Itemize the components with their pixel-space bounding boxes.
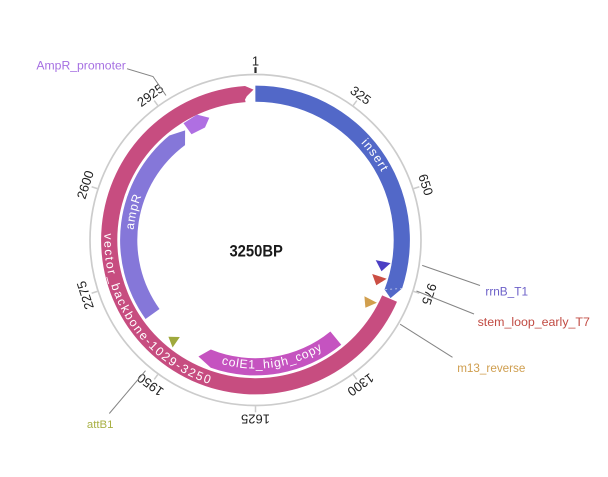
svg-text:3250BP: 3250BP xyxy=(229,241,283,260)
svg-text:m13_reverse: m13_reverse xyxy=(457,362,525,375)
svg-text:975: 975 xyxy=(419,281,440,306)
svg-text:1625: 1625 xyxy=(241,412,270,427)
svg-text:1: 1 xyxy=(252,54,259,69)
svg-text:AmpR_promoter: AmpR_promoter xyxy=(36,58,125,72)
svg-text:attB1: attB1 xyxy=(87,419,114,431)
svg-text:rrnB_T1: rrnB_T1 xyxy=(485,285,528,299)
svg-text:stem_loop_early_T7: stem_loop_early_T7 xyxy=(478,315,590,329)
svg-text:650: 650 xyxy=(415,172,436,197)
